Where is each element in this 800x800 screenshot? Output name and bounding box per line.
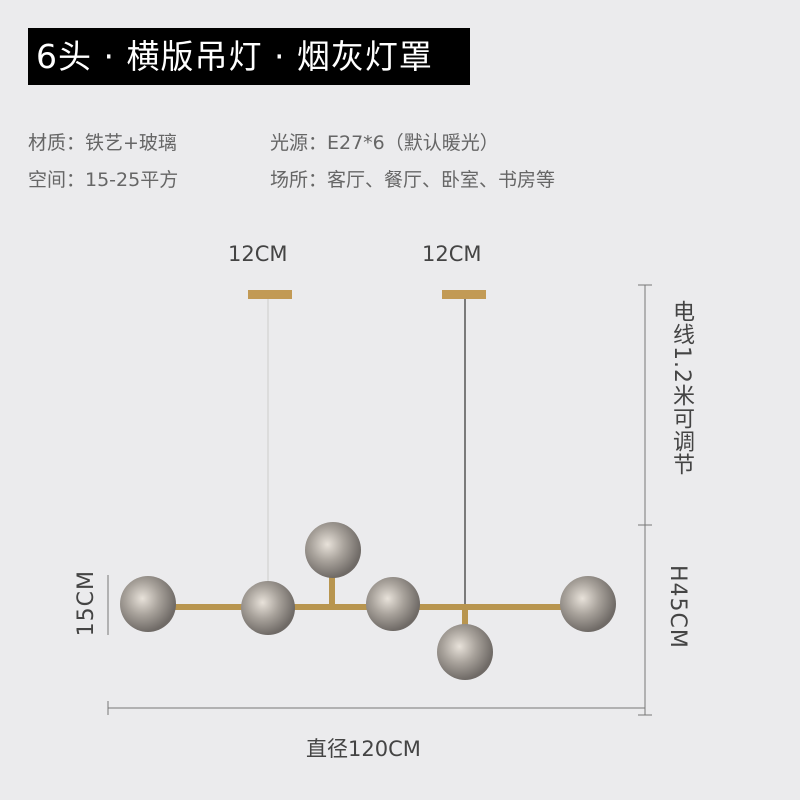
dimension-lines (107, 284, 652, 716)
globe (366, 577, 420, 631)
spec-material: 材质：铁艺+玻璃 (28, 132, 177, 154)
globe (120, 576, 176, 632)
canopy-right-size: 12CM (422, 242, 482, 266)
globe (305, 522, 361, 578)
height-dimension: H45CM (665, 565, 690, 649)
canopy-left (248, 290, 292, 299)
globe (437, 624, 493, 680)
spec-venue: 场所：客厅、餐厅、卧室、书房等 (270, 169, 556, 191)
spec-space: 空间：15-25平方 (28, 169, 179, 191)
spec-light-source: 光源：E27*6（默认暖光） (270, 132, 499, 154)
canopy-right (442, 290, 486, 299)
globe (560, 576, 616, 632)
globe-dimension: 15CM (74, 570, 99, 637)
canopy-left-size: 12CM (228, 242, 288, 266)
globe (241, 581, 295, 635)
glass-globes (120, 522, 616, 680)
width-dimension: 直径120CM (306, 737, 421, 761)
product-title: 6头 · 横版吊灯 · 烟灰灯罩 (28, 28, 470, 85)
cord-length: 电线1.2米可调节 (669, 300, 694, 476)
